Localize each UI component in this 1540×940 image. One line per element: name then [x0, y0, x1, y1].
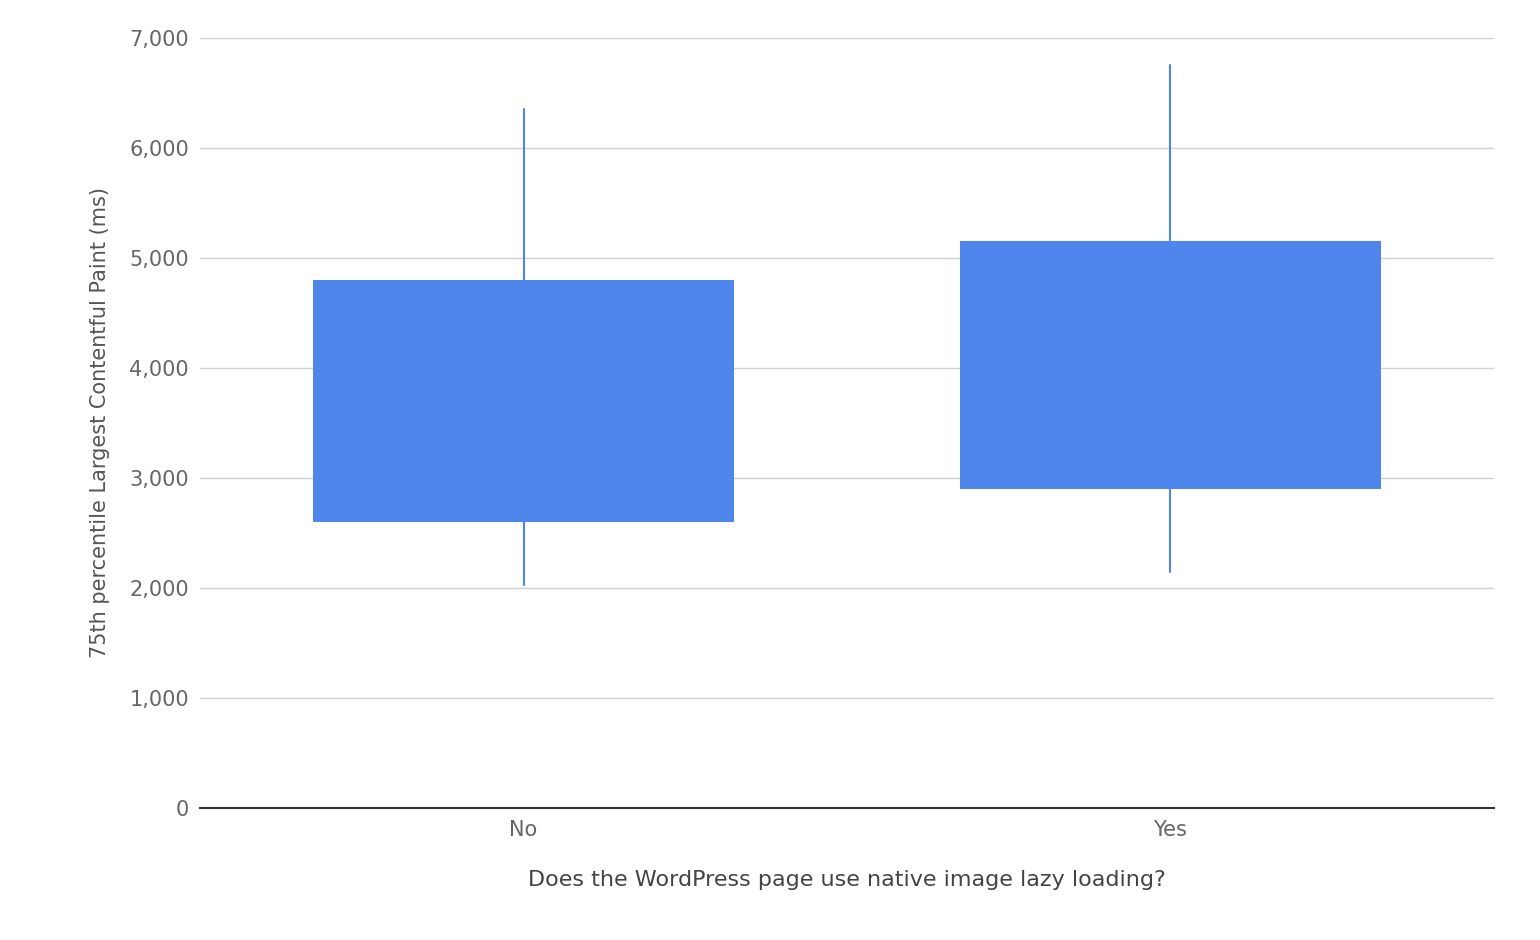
Y-axis label: 75th percentile Largest Contentful Paint (ms): 75th percentile Largest Contentful Paint… [89, 187, 109, 659]
X-axis label: Does the WordPress page use native image lazy loading?: Does the WordPress page use native image… [528, 870, 1166, 890]
Bar [961, 242, 1381, 489]
Bar [314, 280, 735, 522]
